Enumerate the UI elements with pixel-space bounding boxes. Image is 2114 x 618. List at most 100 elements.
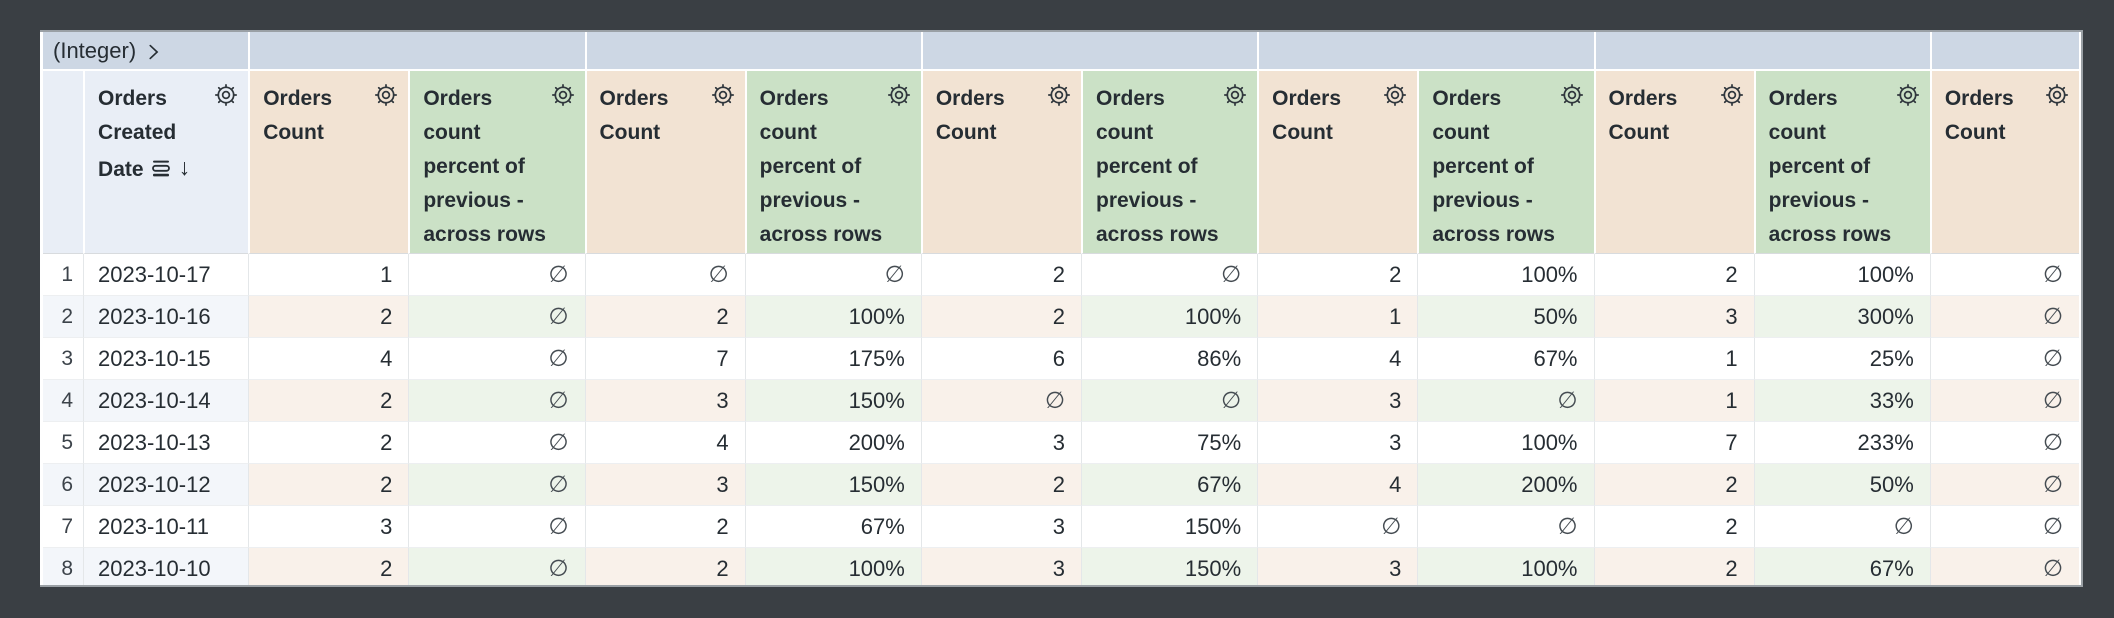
cell-percent-of-previous[interactable]: 150%: [1081, 505, 1258, 547]
cell-percent-of-previous[interactable]: ∅: [408, 337, 585, 379]
cell-orders-created-date[interactable]: 2023-10-12: [83, 463, 249, 505]
gear-icon[interactable]: [550, 82, 576, 108]
cell-percent-of-previous[interactable]: 200%: [744, 421, 921, 463]
cell-orders-created-date[interactable]: 2023-10-10: [83, 547, 249, 585]
cell-orders-count[interactable]: 2: [248, 421, 409, 463]
column-header-orders-count-percent-of-previous-across[interactable]: Orders count percent of previous - acros…: [1753, 71, 1930, 254]
cell-percent-of-previous[interactable]: 100%: [744, 547, 921, 585]
cell-percent-of-previous[interactable]: 150%: [744, 379, 921, 421]
cell-percent-of-previous[interactable]: 33%: [1753, 379, 1930, 421]
subtotal-icon[interactable]: [149, 156, 173, 180]
cell-orders-created-date[interactable]: 2023-10-11: [83, 505, 249, 547]
cell-percent-of-previous[interactable]: ∅: [1081, 379, 1258, 421]
cell-orders-count[interactable]: 3: [248, 505, 409, 547]
cell-orders-count[interactable]: 3: [1257, 547, 1418, 585]
cell-orders-count[interactable]: 2: [920, 254, 1081, 295]
gear-icon[interactable]: [886, 82, 912, 108]
cell-orders-count[interactable]: ∅: [1929, 547, 2079, 585]
cell-orders-count[interactable]: ∅: [1257, 505, 1418, 547]
column-header-orders-count-percent-of-previous-across[interactable]: Orders count percent of previous - acros…: [1417, 71, 1594, 254]
cell-orders-count[interactable]: 3: [584, 463, 745, 505]
cell-orders-count[interactable]: ∅: [584, 254, 745, 295]
gear-icon[interactable]: [1382, 82, 1408, 108]
cell-orders-count[interactable]: 1: [1593, 337, 1754, 379]
cell-percent-of-previous[interactable]: ∅: [408, 421, 585, 463]
column-header-orders-count-percent-of-previous-across[interactable]: Orders count percent of previous - acros…: [1081, 71, 1258, 254]
cell-orders-created-date[interactable]: 2023-10-14: [83, 379, 249, 421]
gear-icon[interactable]: [1895, 82, 1921, 108]
cell-orders-count[interactable]: 2: [248, 463, 409, 505]
cell-orders-created-date[interactable]: 2023-10-17: [83, 254, 249, 295]
cell-orders-count[interactable]: 2: [1593, 547, 1754, 585]
column-header-orders-count[interactable]: Orders Count: [248, 71, 409, 254]
cell-orders-count[interactable]: 6: [920, 337, 1081, 379]
cell-percent-of-previous[interactable]: 233%: [1753, 421, 1930, 463]
gear-icon[interactable]: [710, 82, 736, 108]
column-header-orders-count[interactable]: Orders Count: [584, 71, 745, 254]
cell-orders-count[interactable]: ∅: [920, 379, 1081, 421]
gear-icon[interactable]: [1046, 82, 1072, 108]
cell-percent-of-previous[interactable]: 100%: [744, 295, 921, 337]
gear-icon[interactable]: [1222, 82, 1248, 108]
cell-orders-count[interactable]: 3: [920, 547, 1081, 585]
cell-orders-count[interactable]: ∅: [1929, 337, 2079, 379]
cell-orders-count[interactable]: 3: [1257, 379, 1418, 421]
cell-orders-count[interactable]: 4: [248, 337, 409, 379]
cell-percent-of-previous[interactable]: 300%: [1753, 295, 1930, 337]
cell-percent-of-previous[interactable]: 67%: [1081, 463, 1258, 505]
cell-percent-of-previous[interactable]: ∅: [408, 547, 585, 585]
cell-orders-count[interactable]: 2: [920, 295, 1081, 337]
cell-percent-of-previous[interactable]: 200%: [1417, 463, 1594, 505]
cell-orders-created-date[interactable]: 2023-10-13: [83, 421, 249, 463]
cell-orders-count[interactable]: ∅: [1929, 463, 2079, 505]
cell-orders-count[interactable]: 2: [248, 295, 409, 337]
cell-percent-of-previous[interactable]: 150%: [1081, 547, 1258, 585]
cell-percent-of-previous[interactable]: 86%: [1081, 337, 1258, 379]
gear-icon[interactable]: [1559, 82, 1585, 108]
cell-orders-created-date[interactable]: 2023-10-15: [83, 337, 249, 379]
cell-orders-count[interactable]: 2: [920, 463, 1081, 505]
cell-orders-count[interactable]: 7: [584, 337, 745, 379]
cell-percent-of-previous[interactable]: 25%: [1753, 337, 1930, 379]
cell-orders-count[interactable]: 2: [584, 547, 745, 585]
gear-icon[interactable]: [373, 82, 399, 108]
column-header-orders-count[interactable]: Orders Count: [1593, 71, 1754, 254]
cell-percent-of-previous[interactable]: ∅: [408, 463, 585, 505]
cell-percent-of-previous[interactable]: ∅: [1753, 505, 1930, 547]
cell-orders-count[interactable]: 3: [1593, 295, 1754, 337]
cell-orders-count[interactable]: 2: [248, 547, 409, 585]
cell-orders-count[interactable]: ∅: [1929, 295, 2079, 337]
cell-orders-count[interactable]: ∅: [1929, 421, 2079, 463]
gear-icon[interactable]: [1719, 82, 1745, 108]
cell-percent-of-previous[interactable]: 75%: [1081, 421, 1258, 463]
cell-orders-count[interactable]: 2: [1593, 505, 1754, 547]
chevron-right-icon[interactable]: [142, 41, 164, 63]
cell-orders-count[interactable]: 2: [1593, 254, 1754, 295]
cell-percent-of-previous[interactable]: 100%: [1417, 421, 1594, 463]
cell-percent-of-previous[interactable]: 150%: [744, 463, 921, 505]
cell-orders-count[interactable]: 3: [920, 421, 1081, 463]
cell-percent-of-previous[interactable]: 67%: [1417, 337, 1594, 379]
cell-orders-count[interactable]: 3: [920, 505, 1081, 547]
cell-percent-of-previous[interactable]: ∅: [1417, 379, 1594, 421]
cell-percent-of-previous[interactable]: 175%: [744, 337, 921, 379]
cell-orders-created-date[interactable]: 2023-10-16: [83, 295, 249, 337]
cell-orders-count[interactable]: 1: [1593, 379, 1754, 421]
column-header-orders-count-percent-of-previous-across[interactable]: Orders count percent of previous - acros…: [408, 71, 585, 254]
pivot-field-cell[interactable]: (Integer): [43, 32, 249, 71]
cell-percent-of-previous[interactable]: 67%: [744, 505, 921, 547]
sort-desc-icon[interactable]: ↓: [178, 154, 191, 180]
cell-percent-of-previous[interactable]: 100%: [1417, 254, 1594, 295]
cell-orders-count[interactable]: ∅: [1929, 505, 2079, 547]
column-header-orders-count-percent-of-previous-across[interactable]: Orders count percent of previous - acros…: [744, 71, 921, 254]
cell-orders-count[interactable]: 2: [1257, 254, 1418, 295]
column-header-orders-created-date[interactable]: Orders Created Date ↓: [83, 71, 249, 254]
column-header-orders-count[interactable]: Orders Count: [920, 71, 1081, 254]
cell-orders-count[interactable]: 4: [1257, 463, 1418, 505]
cell-percent-of-previous[interactable]: ∅: [1417, 505, 1594, 547]
cell-orders-count[interactable]: 2: [248, 379, 409, 421]
cell-orders-count[interactable]: ∅: [1929, 379, 2079, 421]
cell-percent-of-previous[interactable]: ∅: [1081, 254, 1258, 295]
column-header-orders-count[interactable]: Orders Count: [1257, 71, 1418, 254]
cell-percent-of-previous[interactable]: ∅: [408, 505, 585, 547]
